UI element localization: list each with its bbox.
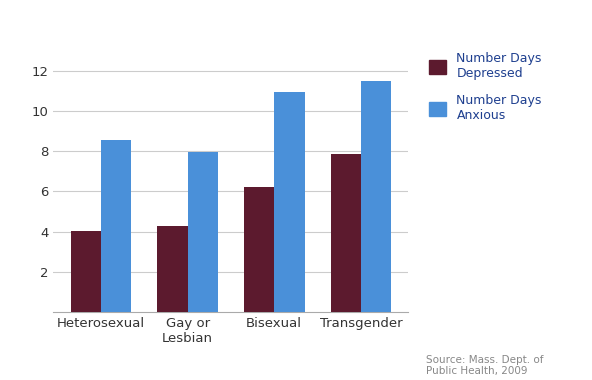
Text: Source: Mass. Dept. of
Public Health, 2009: Source: Mass. Dept. of Public Health, 20…: [426, 355, 543, 376]
Bar: [361, 81, 391, 312]
Text: LGBTQ Individuals and Mental Health: LGBTQ Individuals and Mental Health: [108, 13, 484, 31]
Legend: Number Days
Depressed, Number Days
Anxious: Number Days Depressed, Number Days Anxio…: [429, 52, 542, 122]
Bar: [157, 225, 188, 312]
Bar: [188, 152, 218, 312]
Bar: [274, 92, 304, 312]
Bar: [101, 140, 131, 312]
Bar: [70, 231, 101, 312]
Bar: [244, 187, 274, 312]
Bar: [330, 154, 361, 312]
